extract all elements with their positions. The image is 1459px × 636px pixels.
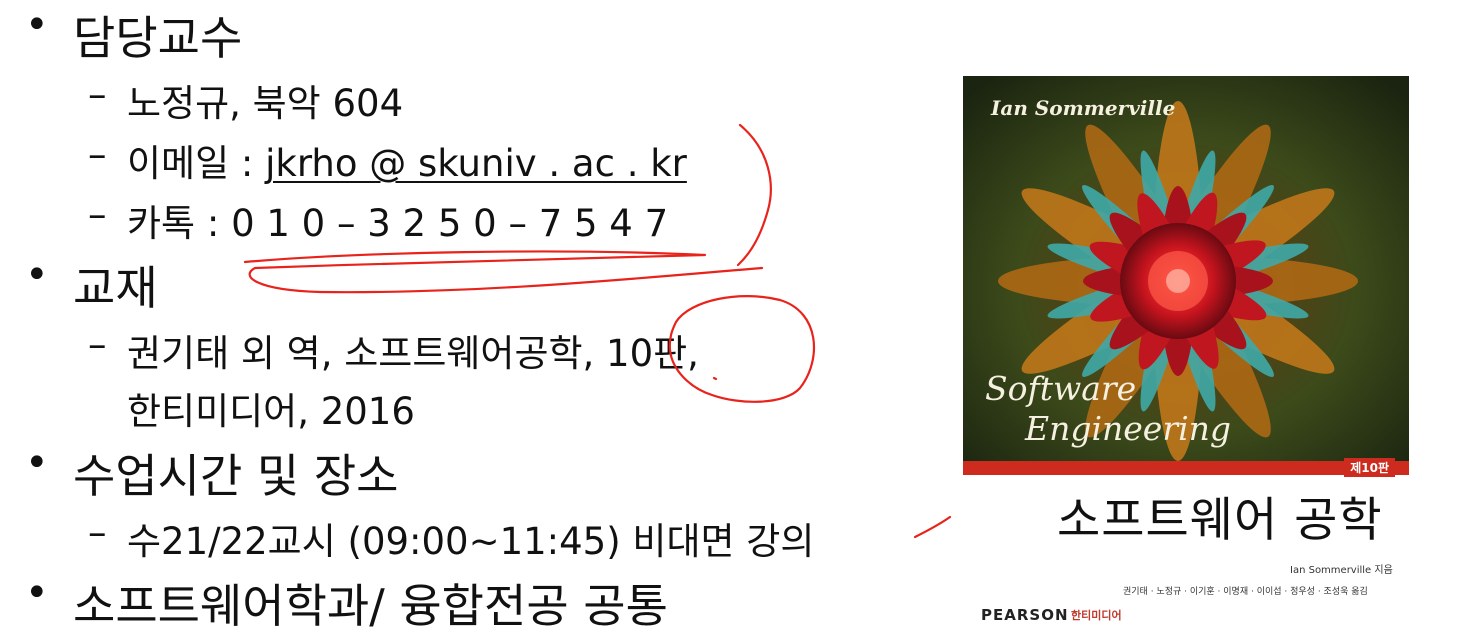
korean-title: 소프트웨어 공학 bbox=[1057, 493, 1383, 548]
cover-flower-art bbox=[963, 76, 1409, 461]
textbook-cover: Ian Sommerville Software Engineering 제10… bbox=[963, 76, 1409, 635]
email-link[interactable]: jkrho @ skuniv . ac . kr bbox=[265, 142, 687, 185]
section-title-department: 소프트웨어학과/ 융합전공 공통 bbox=[73, 579, 668, 633]
edition-badge: 제10판 bbox=[1344, 458, 1395, 477]
kakaotalk-line: 카톡 : 0 1 0 – 3 2 5 0 – 7 5 4 7 bbox=[127, 202, 669, 245]
schedule-line: 수21/22교시 (09:00~11:45) 비대면 강의 bbox=[127, 520, 815, 563]
cover-title-line2: Engineering bbox=[1025, 409, 1232, 448]
email-line: 이메일 : jkrho @ skuniv . ac . kr bbox=[127, 133, 687, 187]
section-title-professor: 담당교수 bbox=[73, 11, 243, 65]
tick-annotation bbox=[913, 515, 952, 539]
cover-author: Ian Sommerville bbox=[991, 96, 1176, 120]
textbook-line1: 권기태 외 역, 소프트웨어공학, 10판, bbox=[127, 332, 699, 375]
author-credit: Ian Sommerville 지음 bbox=[1290, 565, 1393, 576]
bracket-annotation bbox=[736, 123, 772, 267]
bullet-2: • bbox=[25, 252, 49, 298]
underline-scribble-annotation bbox=[243, 250, 764, 294]
dash-4: – bbox=[88, 323, 107, 366]
section-title-schedule: 수업시간 및 장소 bbox=[73, 449, 399, 503]
dash-1: – bbox=[88, 73, 107, 116]
imprint-logo: 한티미디어 bbox=[1071, 609, 1122, 622]
bullet-3: • bbox=[25, 440, 49, 486]
dash-2: – bbox=[88, 133, 107, 176]
translators-credit: 권기태 · 노정규 · 이기훈 · 이명재 · 이이섭 · 정우성 · 조성욱 … bbox=[1123, 587, 1368, 597]
cover-red-band bbox=[963, 461, 1409, 475]
cover-title-line1: Software bbox=[985, 369, 1137, 408]
textbook-line2: 한티미디어, 2016 bbox=[127, 390, 415, 433]
dash-5: – bbox=[88, 511, 107, 554]
professor-name: 노정규, 북악 604 bbox=[127, 82, 404, 125]
email-label: 이메일 : bbox=[127, 142, 266, 185]
bullet-1: • bbox=[25, 2, 49, 48]
dash-3: – bbox=[88, 193, 107, 236]
section-title-textbook: 교재 bbox=[73, 261, 158, 315]
dot-annotation bbox=[712, 376, 718, 381]
bullet-4: • bbox=[25, 570, 49, 616]
publisher-logo: PEARSON bbox=[981, 606, 1069, 624]
